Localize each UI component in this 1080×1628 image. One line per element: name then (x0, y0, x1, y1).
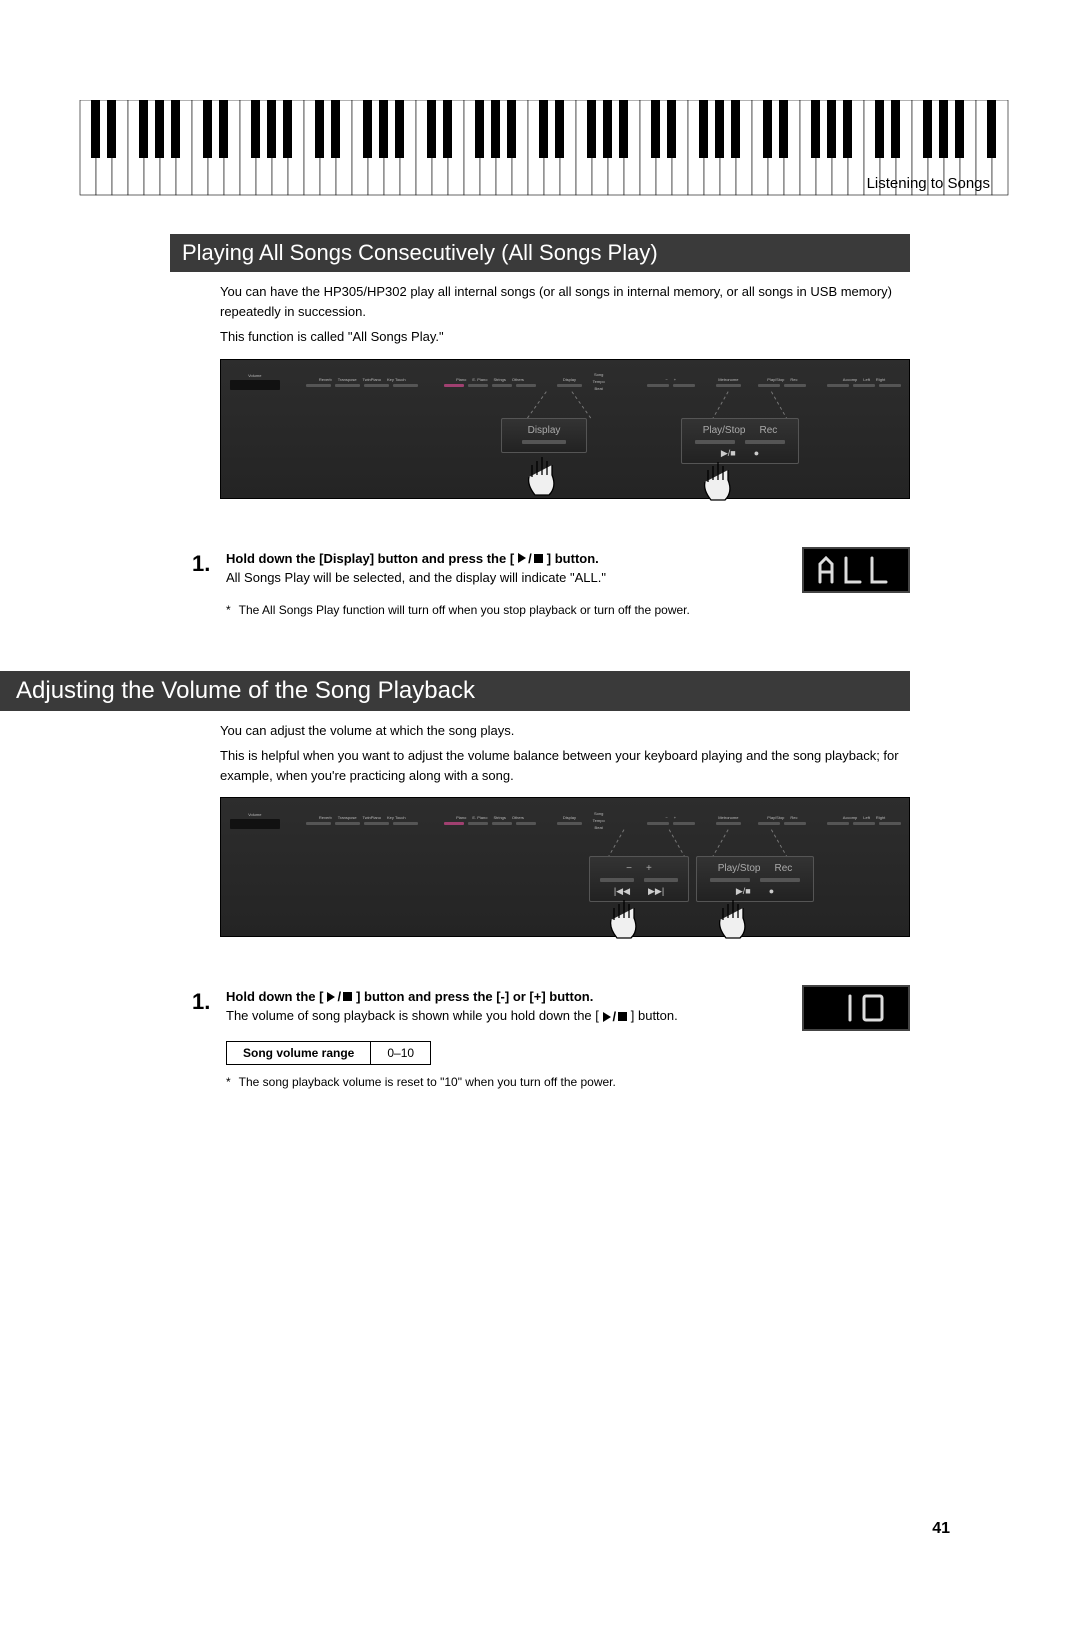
section1-intro1: You can have the HP305/HP302 play all in… (220, 282, 910, 321)
table-label: Song volume range (227, 1042, 371, 1065)
table-value: 0–10 (371, 1042, 431, 1065)
section2-intro1: You can adjust the volume at which the s… (220, 721, 910, 741)
hand-icon (708, 898, 758, 950)
panel-illustration-2: Volume ReverbTransposeTwinPianoKey Touch… (220, 797, 910, 937)
callout-playstop-rec-2: Play/StopRec ▶/■● (696, 856, 814, 902)
keyboard-header-graphic: Listening to Songs (0, 100, 1080, 210)
callout-playstop-rec: Play/StopRec ▶/■● (681, 418, 799, 464)
s2-step1-number: 1. (192, 989, 226, 1015)
s2-step1-title-a: Hold down the [ (226, 989, 323, 1004)
play-stop-icon: / (518, 551, 543, 566)
section2-title: Adjusting the Volume of the Song Playbac… (0, 671, 910, 711)
callout-display: Display (501, 418, 587, 453)
step1-title-a: Hold down the [Display] button and press… (226, 551, 514, 566)
note1-text: The All Songs Play function will turn of… (239, 603, 690, 617)
callout-minus-plus: −+ |◀◀▶▶| (589, 856, 689, 902)
play-stop-icon: / (603, 1009, 628, 1024)
hand-icon (517, 455, 567, 507)
s2-step1-desc-a: The volume of song playback is shown whi… (226, 1008, 599, 1023)
step1-title-b: ] button. (547, 551, 599, 566)
section2-intro2: This is helpful when you want to adjust … (220, 746, 910, 785)
step1-number: 1. (192, 551, 226, 577)
note-asterisk: * (226, 603, 231, 617)
breadcrumb: Listening to Songs (867, 175, 990, 192)
panel-illustration-1: Volume ReverbTransposeTwinPianoKey Touch… (220, 359, 910, 499)
volume-range-table: Song volume range 0–10 (226, 1041, 431, 1065)
page-number: 41 (932, 1520, 950, 1538)
lcd-all (802, 547, 910, 593)
s2-step1-desc-b: ] button. (631, 1008, 678, 1023)
lcd-10 (802, 985, 910, 1031)
note2-text: The song playback volume is reset to "10… (239, 1075, 616, 1089)
play-stop-icon: / (327, 989, 352, 1004)
section1-intro2: This function is called "All Songs Play.… (220, 327, 910, 347)
hand-icon (599, 898, 649, 950)
s2-step1-title-b: ] button and press the [-] or [+] button… (356, 989, 593, 1004)
section1-title: Playing All Songs Consecutively (All Son… (170, 234, 910, 272)
hand-icon (693, 460, 743, 512)
note-asterisk-2: * (226, 1075, 231, 1089)
